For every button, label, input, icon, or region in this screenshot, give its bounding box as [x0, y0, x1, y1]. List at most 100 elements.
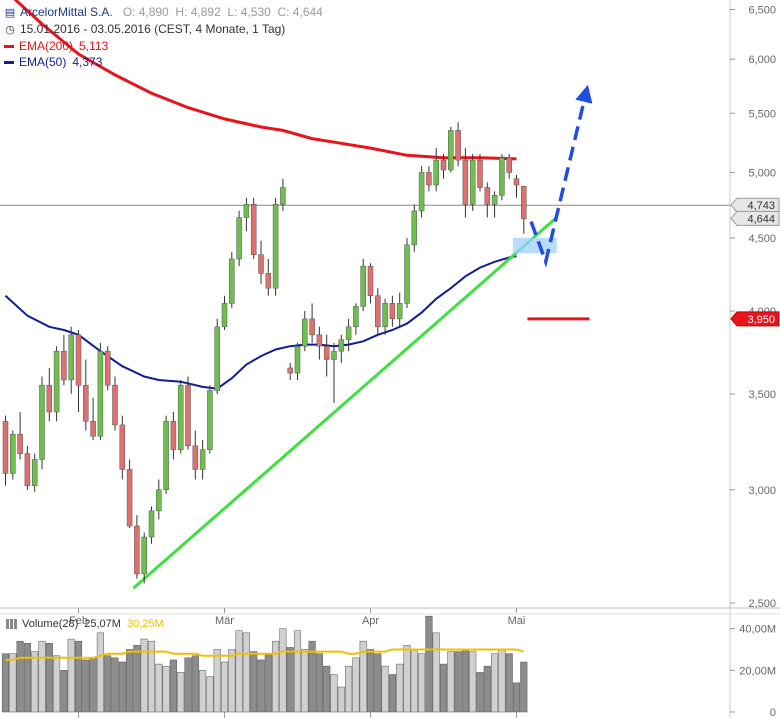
candle-body	[316, 334, 323, 347]
price-label-box	[730, 210, 780, 226]
support-zone	[512, 237, 557, 254]
candle-body	[75, 334, 82, 386]
candle-body	[119, 424, 126, 470]
x-tick-label: Mär	[215, 615, 234, 627]
volume-tick-label: 40,00M	[739, 624, 776, 636]
ohlc-values: O: 4,890 H: 4,892 L: 4,530 C: 4,644	[122, 5, 323, 19]
candle-body	[258, 254, 264, 274]
volume-bar	[279, 628, 287, 713]
price-label-box	[730, 197, 780, 213]
candle-body	[382, 303, 388, 328]
y-tick-label: 6,000	[748, 54, 776, 66]
x-tick-label: Apr	[362, 615, 379, 627]
volume-bar	[111, 657, 119, 713]
volume-bar	[425, 615, 433, 713]
volume-bar	[184, 657, 192, 713]
candle-body	[469, 159, 476, 205]
volume-bars-icon	[6, 619, 18, 629]
volume-bar	[301, 649, 309, 713]
uptrend-line	[132, 216, 558, 590]
volume-bar	[410, 649, 418, 713]
candle-body	[31, 459, 38, 486]
candle-body	[17, 434, 23, 454]
volume-bar	[345, 665, 353, 713]
candle-body	[112, 384, 118, 426]
volume-bar	[155, 663, 163, 713]
candle-body	[2, 420, 9, 474]
volume-bar	[461, 649, 469, 713]
candle-body	[163, 420, 169, 491]
price-label: 4,743	[730, 197, 780, 213]
candle-body	[185, 384, 191, 447]
ema200-legend[interactable]: EMA(200) 5,113	[4, 39, 108, 53]
candle-body	[309, 318, 315, 336]
candle-body	[236, 217, 242, 260]
volume-bar	[388, 674, 396, 713]
candle-body	[61, 350, 67, 381]
volume-avg-value: 30,25M	[126, 618, 164, 630]
volume-bar	[476, 672, 484, 713]
volume-bar	[133, 645, 141, 713]
ema200-value: 5,113	[79, 39, 109, 53]
volume-bar	[213, 649, 221, 713]
candle-body	[484, 187, 491, 205]
candle-body	[426, 172, 432, 186]
candle-body	[207, 390, 213, 450]
volume-bar	[454, 651, 462, 713]
candle-body	[192, 445, 199, 470]
volume-bar	[74, 640, 83, 713]
candle-body	[265, 273, 272, 289]
y-tick-label: 6,500	[748, 4, 776, 16]
volume-bar	[104, 655, 112, 713]
volume-bar	[38, 640, 46, 713]
candle-body	[513, 178, 520, 186]
candle-body	[389, 303, 396, 320]
candle-body	[323, 345, 330, 360]
volume-bar	[60, 670, 68, 713]
ema200-swatch	[4, 44, 14, 48]
volume-bar	[177, 672, 185, 713]
instrument-name[interactable]: ArcelorMittal S.A.	[20, 5, 113, 19]
y-tick-label: 5,500	[748, 108, 776, 120]
candle-body	[294, 345, 301, 374]
candle-body	[280, 187, 286, 205]
volume-bar	[242, 632, 250, 713]
candle-body	[521, 186, 527, 220]
volume-bar	[31, 651, 39, 713]
candle-body	[272, 204, 279, 289]
volume-bar	[505, 653, 513, 713]
candle-body	[360, 265, 366, 307]
candle-body	[287, 367, 293, 374]
price-label-box	[730, 311, 780, 327]
price-label-text: 3,950	[747, 314, 775, 326]
ema50-swatch	[4, 60, 14, 64]
candle-body	[24, 453, 31, 486]
volume-bar	[191, 655, 199, 713]
volume-tick-label: 0	[770, 707, 776, 718]
candle-body	[448, 130, 454, 171]
ema50-legend[interactable]: EMA(50) 4,373	[4, 55, 102, 69]
volume-bar	[1, 653, 10, 713]
candle-body	[46, 384, 53, 413]
volume-bar	[264, 653, 272, 713]
volume-value: 25,07M	[84, 618, 121, 630]
candle-body	[170, 420, 177, 450]
candle-body	[156, 489, 162, 512]
volume-bar	[418, 653, 426, 713]
candle-body	[302, 318, 308, 347]
volume-bar	[315, 653, 323, 713]
volume-bar	[45, 643, 53, 713]
volume-bar	[250, 651, 258, 713]
candle-body	[243, 204, 250, 218]
candle-body	[177, 384, 184, 450]
volume-bar	[439, 663, 448, 713]
volume-bar	[67, 638, 75, 713]
y-tick-label: 5,000	[748, 167, 776, 179]
candle-body	[440, 159, 447, 171]
x-tick-label: Feb	[69, 615, 88, 627]
volume-bar	[396, 663, 404, 713]
volume-legend[interactable]: Volume(28) 25,07M 30,25M	[6, 618, 164, 630]
candle-body	[134, 525, 140, 575]
volume-bar	[96, 632, 104, 713]
